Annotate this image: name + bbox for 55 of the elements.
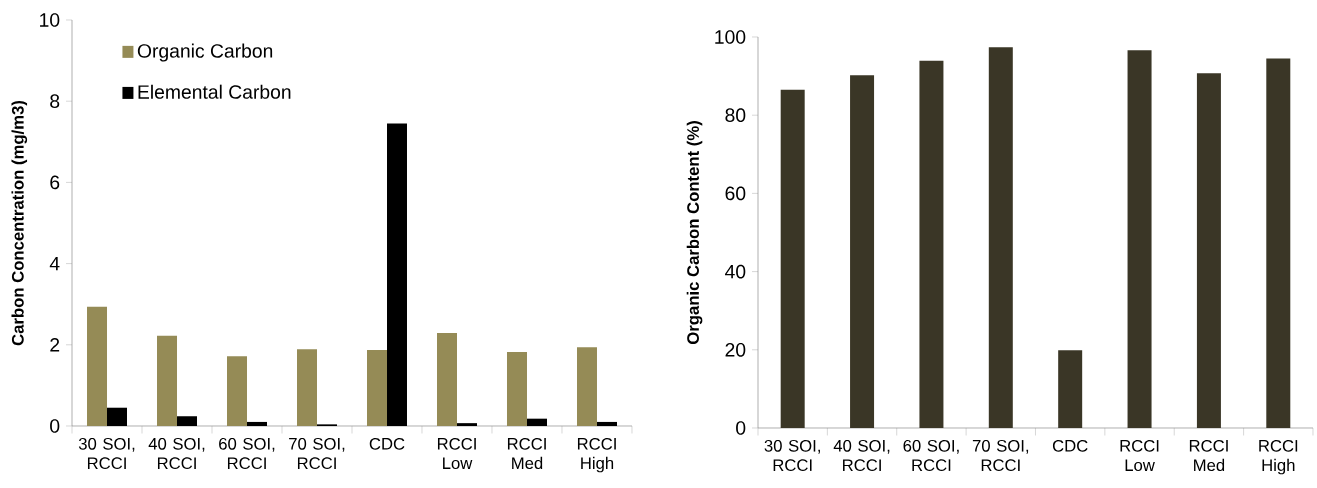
y-tick-label: 0 (736, 421, 746, 435)
bar (457, 423, 477, 426)
bar (1058, 350, 1083, 428)
bar (1196, 73, 1221, 428)
bar (157, 335, 178, 426)
bar (177, 416, 198, 426)
bar (87, 306, 108, 426)
y-tick-label: 10 (40, 13, 60, 27)
bar (1266, 58, 1291, 428)
x-tick-label: CDC (1052, 439, 1088, 452)
bar (919, 60, 944, 428)
x-tick-label: RCCI Med (507, 437, 546, 470)
y-tick-label: 6 (50, 175, 60, 190)
y-tick-label: 8 (50, 94, 60, 109)
bar (527, 418, 547, 426)
bar (227, 356, 248, 426)
x-tick-label: 60 SOI, RCCI (903, 439, 959, 472)
y-tick-label: 100 (715, 30, 746, 44)
bar (367, 350, 387, 426)
x-tick-label: 60 SOI, RCCI (219, 437, 275, 470)
x-tick-label: 70 SOI, RCCI (972, 439, 1029, 472)
bar (437, 333, 457, 426)
bar (247, 421, 268, 426)
x-tick-label: RCCI High (1259, 439, 1298, 475)
y-tick-label: 0 (50, 419, 60, 433)
bar (850, 75, 875, 428)
x-tick-label: RCCI Low (1120, 439, 1159, 472)
bar (780, 89, 805, 428)
bar (297, 349, 317, 426)
x-tick-label: 30 SOI, RCCI (764, 439, 820, 472)
bar (1127, 50, 1152, 428)
x-tick-label: 40 SOI, RCCI (833, 439, 890, 472)
x-tick-label: 70 SOI, RCCI (289, 437, 345, 470)
y-tick-label: 80 (725, 108, 746, 123)
y-tick-label: 60 (725, 186, 746, 201)
x-tick-label: 30 SOI, RCCI (78, 437, 135, 470)
y-axis-title: Carbon Concentration (mg/m3) (11, 100, 28, 346)
x-tick-label: CDC (369, 437, 405, 450)
bar (506, 352, 527, 426)
x-tick-label: 40 SOI, RCCI (148, 437, 205, 470)
bar (596, 421, 617, 426)
bar (988, 47, 1013, 428)
y-tick-label: 20 (725, 342, 746, 357)
legend-label: Organic Carbon (137, 43, 273, 62)
bar (107, 407, 128, 426)
bar (387, 123, 407, 426)
bar (577, 347, 597, 426)
x-tick-label: RCCI Med (1189, 439, 1228, 472)
x-tick-label: RCCI Low (437, 437, 476, 470)
legend-label: Elemental Carbon (138, 84, 291, 99)
y-axis-title: Organic Carbon Content (%) (686, 121, 703, 345)
y-tick-label: 2 (50, 338, 60, 352)
x-tick-label: RCCI High (577, 437, 616, 473)
y-tick-label: 40 (725, 264, 746, 279)
y-tick-label: 4 (49, 256, 60, 271)
